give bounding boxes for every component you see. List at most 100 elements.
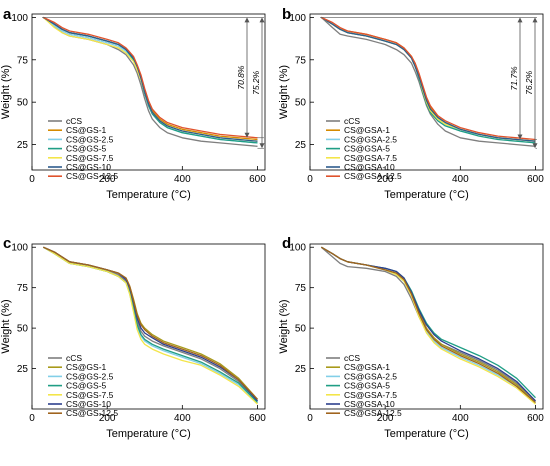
y-tick-label: 75: [295, 55, 307, 66]
plot-frame: [31, 243, 266, 410]
chart-panel-b: b 0 200 400 600 25 50 75 100 Temperature (°C) Weig…: [278, 6, 544, 201]
x-axis-label: Temperature (°C): [384, 428, 468, 440]
x-tick-label: 200: [377, 174, 394, 185]
y-axis-label: Weight (%): [278, 299, 290, 353]
legend-entry: CS@GS-2.5: [66, 371, 114, 381]
series-line-CS@GSA-10: [320, 16, 536, 142]
legend-entry: CS@GSA-7.5: [344, 390, 397, 400]
arrow-head: [517, 134, 523, 140]
legend-entry: CS@GS-12.5: [66, 408, 118, 418]
legend-entry: CS@GSA-5: [344, 381, 390, 391]
arrow-head: [259, 17, 265, 23]
panel-label: c: [3, 235, 11, 252]
y-tick-label: 25: [17, 364, 29, 375]
x-tick-label: 600: [527, 174, 544, 185]
legend-entry: CS@GS-10: [66, 162, 111, 172]
x-tick-label: 400: [452, 174, 469, 185]
y-tick-label: 50: [295, 324, 307, 335]
arrow-head: [532, 17, 538, 23]
plot-frame: [309, 243, 544, 410]
series-line-CS@GSA-12.5: [321, 16, 536, 141]
arrow-head: [532, 143, 538, 149]
legend-entry: cCS: [66, 353, 82, 363]
x-tick-label: 400: [452, 413, 469, 424]
arrow-head: [244, 132, 250, 138]
x-tick-label: 0: [29, 174, 35, 185]
chart-panel-c: c 0 200 400 600 25 50 75 100 Temperature (°C) Weig…: [0, 235, 266, 440]
annotation-label: 71.7%: [509, 66, 519, 91]
plot-frame: [309, 13, 544, 171]
chart-panel-a: a 0 200 400 600 25 50 75 100 Temperature (°C) Weig…: [0, 6, 266, 201]
y-tick-label: 25: [295, 364, 307, 375]
series-line-CS@GS-7.5: [42, 246, 258, 405]
legend-entry: CS@GSA-12.5: [344, 171, 402, 181]
legend-entry: CS@GS-10: [66, 399, 111, 409]
legend-entry: cCS: [344, 353, 360, 363]
x-tick-label: 200: [377, 413, 394, 424]
x-axis-label: Temperature (°C): [106, 428, 190, 440]
annotation-label: 75.2%: [251, 70, 261, 95]
legend-entry: CS@GSA-2.5: [344, 371, 397, 381]
x-tick-label: 600: [249, 174, 266, 185]
y-tick-label: 50: [17, 324, 29, 335]
y-tick-label: 75: [17, 283, 29, 294]
legend-entry: CS@GS-1: [66, 125, 107, 135]
y-tick-label: 100: [11, 243, 28, 254]
panel-label: b: [282, 6, 291, 23]
legend-entry: CS@GSA-7.5: [344, 153, 397, 163]
x-tick-label: 0: [307, 413, 313, 424]
legend-entry: CS@GSA-10: [344, 162, 395, 172]
legend-entry: CS@GS-1: [66, 362, 107, 372]
legend-entry: CS@GS-5: [66, 381, 107, 391]
annotation-label: 70.8%: [236, 65, 246, 90]
legend-entry: CS@GSA-1: [344, 125, 390, 135]
y-tick-label: 100: [289, 13, 306, 24]
x-tick-label: 200: [99, 413, 116, 424]
plot-frame: [31, 13, 266, 171]
y-tick-label: 75: [17, 55, 29, 66]
y-axis-label: Weight (%): [278, 65, 290, 119]
x-tick-label: 600: [249, 413, 266, 424]
y-axis-label: Weight (%): [0, 299, 12, 353]
legend-entry: CS@GSA-12.5: [344, 408, 402, 418]
legend-entry: CS@GSA-5: [344, 144, 390, 154]
panel-label: a: [3, 6, 12, 23]
x-tick-label: 200: [99, 174, 116, 185]
y-tick-label: 25: [295, 140, 307, 151]
panel-label: d: [282, 235, 291, 252]
chart-panel-d: d 0 200 400 600 25 50 75 100 Temperature (°C) Weig…: [278, 235, 544, 440]
series-line-CS@GS-12.5: [43, 246, 258, 400]
series-line-CS@GSA-12.5: [320, 246, 536, 403]
legend-entry: cCS: [344, 116, 360, 126]
x-tick-label: 0: [307, 174, 313, 185]
x-axis-label: Temperature (°C): [384, 189, 468, 201]
x-tick-label: 400: [174, 413, 191, 424]
legend-entry: CS@GS-5: [66, 144, 107, 154]
x-tick-label: 400: [174, 174, 191, 185]
arrow-head: [517, 17, 523, 23]
legend-entry: CS@GS-7.5: [66, 390, 114, 400]
y-axis-label: Weight (%): [0, 65, 12, 119]
series-line-CS@GS-12.5: [43, 16, 258, 139]
arrow-head: [259, 143, 265, 149]
legend-entry: CS@GSA-10: [344, 399, 395, 409]
annotation-label: 76.2%: [524, 70, 534, 95]
legend-entry: CS@GSA-2.5: [344, 134, 397, 144]
series-line-CS@GS-10: [42, 16, 258, 142]
x-axis-label: Temperature (°C): [106, 189, 190, 201]
y-tick-label: 25: [17, 140, 29, 151]
y-tick-label: 50: [295, 98, 307, 109]
legend-entry: CS@GS-12.5: [66, 171, 118, 181]
y-tick-label: 75: [295, 283, 307, 294]
y-tick-label: 50: [17, 98, 29, 109]
legend-entry: CS@GSA-1: [344, 362, 390, 372]
y-tick-label: 100: [289, 243, 306, 254]
series-line-cCS: [320, 16, 536, 147]
x-tick-label: 0: [29, 413, 35, 424]
legend-entry: CS@GS-2.5: [66, 134, 114, 144]
x-tick-label: 600: [527, 413, 544, 424]
y-tick-label: 100: [11, 13, 28, 24]
arrow-head: [244, 17, 250, 23]
legend-entry: cCS: [66, 116, 82, 126]
